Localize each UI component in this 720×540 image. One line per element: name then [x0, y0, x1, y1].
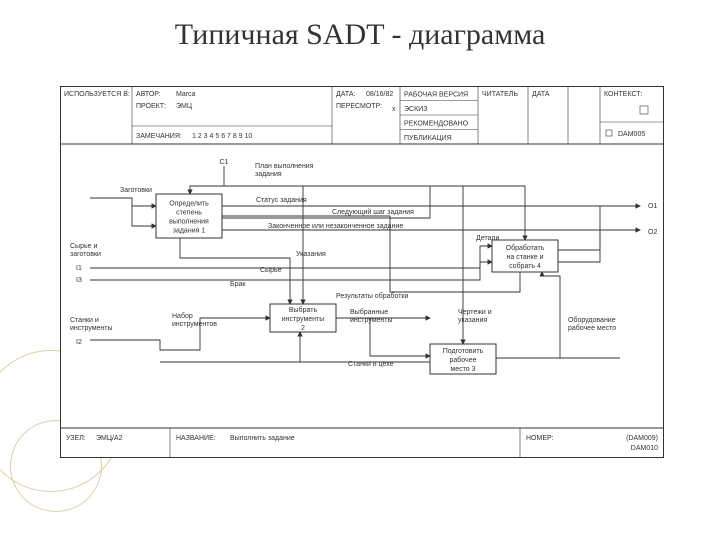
flow-arrow: [90, 198, 156, 206]
diagram-label: Статус задания: [256, 197, 307, 204]
diagram-label: Заготовки: [120, 187, 152, 194]
activity-box-label: степень: [176, 210, 202, 217]
header-text: ДАТА:: [336, 91, 356, 98]
activity-box-label: Подготовить: [443, 348, 484, 355]
flow-arrow: [90, 246, 492, 268]
header-text: НАЗВАНИЕ:: [176, 435, 216, 442]
flow-arrow: [496, 272, 560, 358]
diagram-label: Станки в цехе: [348, 361, 394, 368]
diagram-label: Оборудование: [568, 316, 616, 324]
flow-arrow: [190, 166, 224, 194]
header-text: Marca: [176, 91, 196, 98]
diagram-label: O1: [648, 203, 657, 210]
header-text: ЗАМЕЧАНИЯ:: [136, 133, 182, 140]
diagram-label: O2: [648, 229, 657, 236]
header-text: ПЕРЕСМОТР:: [336, 103, 382, 110]
activity-box-label: выполнения: [169, 219, 209, 226]
diagram-label: Станки и: [70, 317, 99, 324]
diagram-label: Детали: [476, 235, 500, 242]
activity-box-label: рабочее: [450, 356, 477, 364]
diagram-label: инструменты: [350, 317, 393, 324]
header-text: ПРОЕКТ:: [136, 103, 166, 110]
flow-arrow: [558, 206, 600, 250]
svg-text:(DAM009): (DAM009): [626, 435, 658, 442]
header-text: ЭСКИЗ: [404, 106, 427, 113]
header-text: ПУБЛИКАЦИЯ: [404, 135, 452, 142]
flow-arrow: [90, 262, 492, 280]
outer-border: [61, 87, 664, 458]
header-text: РАБОЧАЯ ВЕРСИЯ: [404, 92, 468, 99]
diagram-label: задания: [255, 171, 282, 178]
diagram-label: указания: [458, 317, 487, 324]
diagram-label: C1: [220, 159, 229, 166]
diagram-label: Указания: [296, 251, 326, 258]
header-text: 08/16/82: [366, 91, 393, 98]
activity-box-label: Выбрать: [289, 306, 318, 314]
activity-box-label: инструменты: [282, 316, 325, 323]
activity-box-label: Определить: [169, 201, 209, 208]
diagram-label: Набор: [172, 312, 193, 320]
header-text: АВТОР:: [136, 91, 161, 98]
svg-text:x: x: [392, 106, 396, 113]
activity-box-label: 2: [301, 325, 305, 332]
diagram-label: рабочее место: [568, 324, 616, 332]
header-text: ЭМЦ/А2: [96, 435, 123, 442]
header-text: Выполнить задание: [230, 435, 295, 442]
diagram-label: План выполнения: [255, 163, 314, 170]
diagram-label: I1: [76, 265, 82, 272]
diagram-label: I2: [76, 339, 82, 346]
header-text: НОМЕР:: [526, 435, 554, 442]
activity-box-label: задания 1: [173, 228, 206, 235]
diagram-label: инструменты: [70, 325, 113, 332]
diagram-label: Сырье: [260, 267, 282, 274]
activity-box-label: Обработать: [506, 244, 545, 252]
flow-arrow: [160, 332, 300, 362]
diagram-label: Следующий шаг задания: [332, 208, 414, 216]
sadt-diagram-svg: ИСПОЛЬЗУЕТСЯ В: АВТОР: Marca ПРОЕКТ: ЭМЦ ЗАМЕ…: [60, 86, 664, 458]
header-text: ДАТА: [532, 91, 550, 98]
header-text: КОНТЕКСТ:: [604, 91, 643, 98]
activity-box-label: на станке и: [507, 254, 544, 261]
header-text: ИСПОЛЬЗУЕТСЯ В:: [64, 91, 130, 98]
activity-box-label: собрать 4: [509, 262, 541, 270]
flow-arrow: [558, 230, 600, 262]
sadt-diagram-frame: ИСПОЛЬЗУЕТСЯ В: АВТОР: Marca ПРОЕКТ: ЭМЦ ЗАМЕ…: [60, 86, 664, 458]
header-text: ЧИТАТЕЛЬ: [482, 91, 518, 98]
header-text: УЗЕЛ:: [66, 435, 86, 442]
activity-box-label: место 3: [450, 366, 475, 373]
slide-title: Типичная SADT - диаграмма: [0, 18, 720, 52]
flow-arrow: [160, 362, 460, 374]
header-text: 1 2 3 4 5 6 7 8 9 10: [192, 133, 252, 140]
header-text: DAM005: [618, 131, 645, 138]
diagram-label: Брак: [230, 281, 246, 288]
diagram-label: Выбранные: [350, 308, 388, 316]
flow-arrow: [132, 206, 156, 226]
diagram-label: заготовки: [70, 251, 101, 258]
diagram-label: Чертежи и: [458, 309, 492, 316]
diagram-label: I3: [76, 277, 82, 284]
diagram-label: Сырье и: [70, 243, 97, 250]
header-text: РЕКОМЕНДОВАНО: [404, 121, 469, 128]
header-text: ЭМЦ: [176, 103, 193, 110]
svg-text:DAM010: DAM010: [631, 445, 658, 452]
diagram-label: Результаты обработки: [336, 292, 409, 300]
diagram-label: Законченное или незаконченное задание: [268, 223, 403, 230]
diagram-label: инструментов: [172, 321, 217, 328]
